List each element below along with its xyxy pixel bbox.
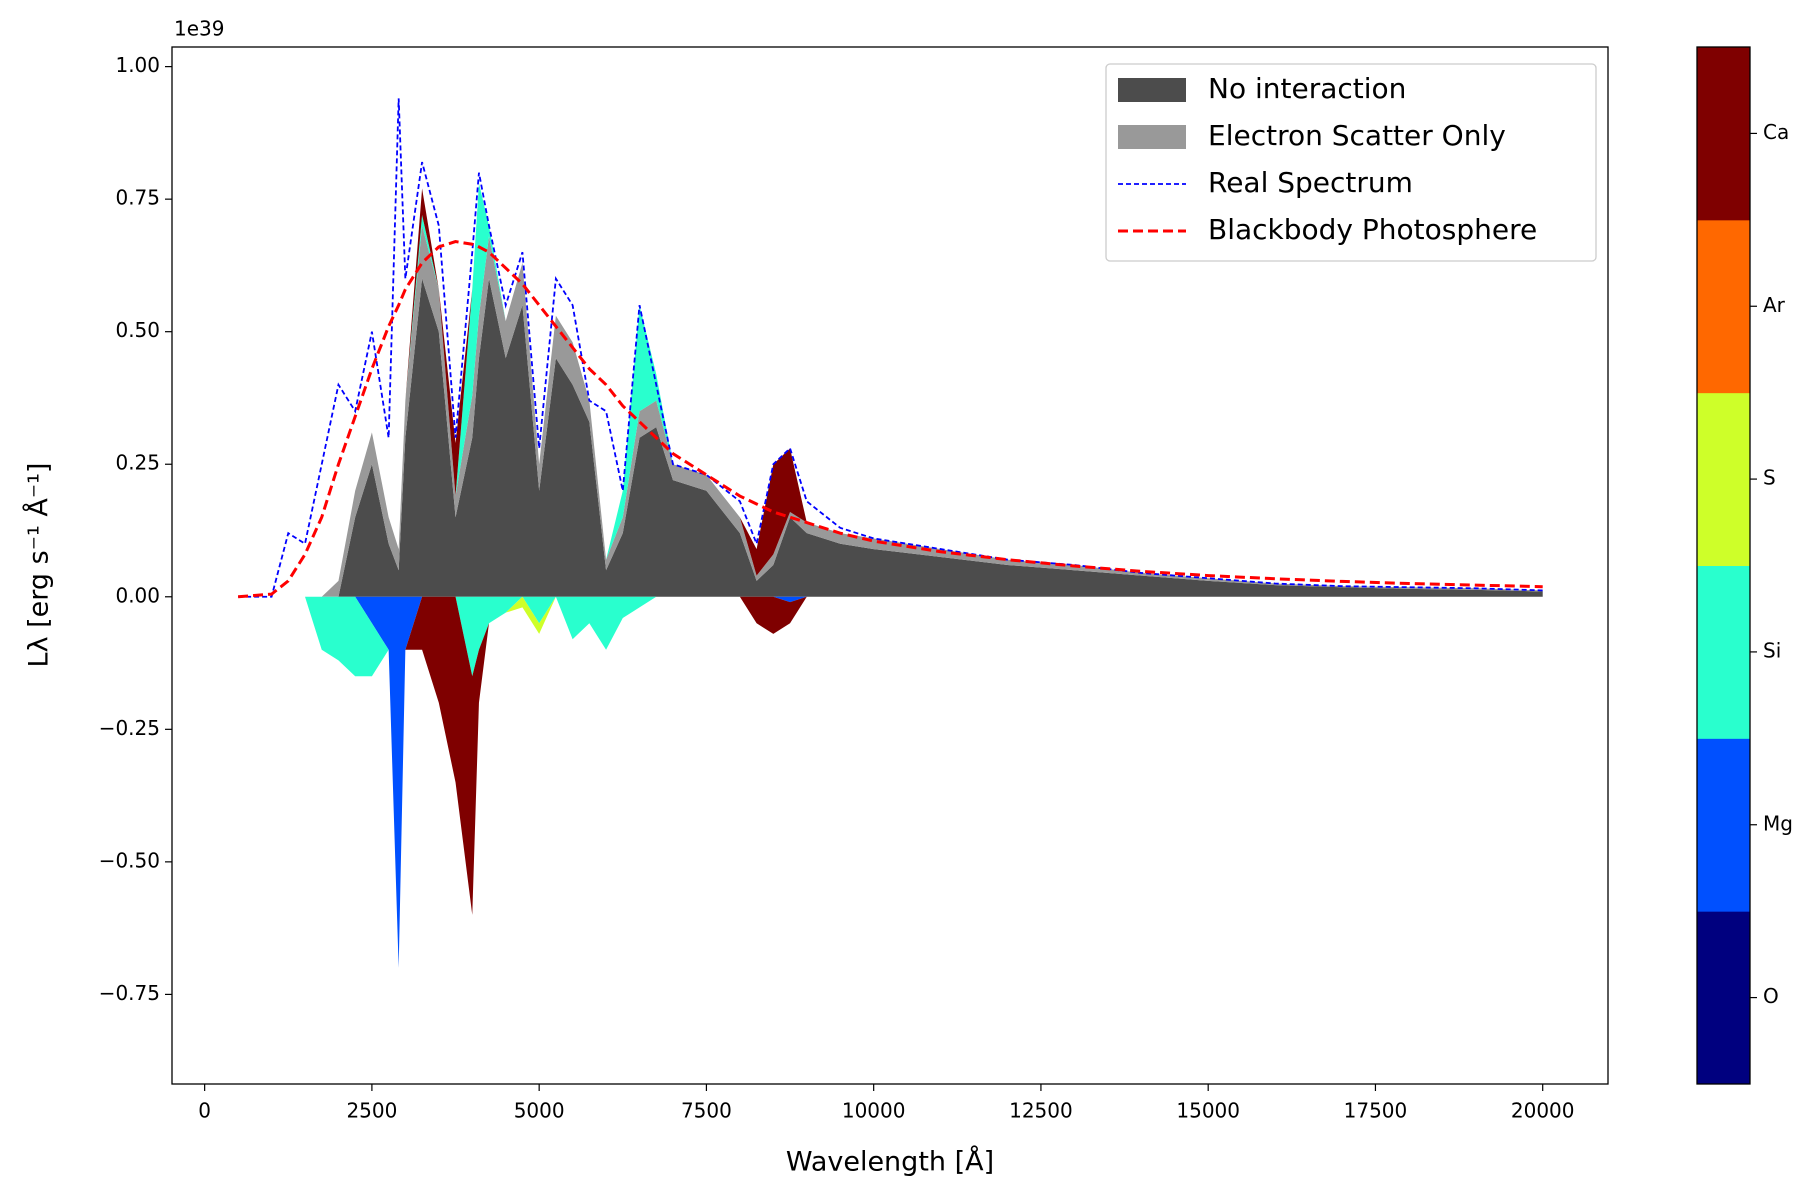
area (238, 278, 1543, 597)
colorbar-segment (1697, 738, 1750, 912)
y-tick-label: 1.00 (115, 53, 160, 77)
colorbar-segment (1697, 219, 1750, 394)
y-tick-label: −0.25 (99, 716, 160, 740)
plot-frame (171, 46, 1609, 1085)
x-tick-label: 5000 (514, 1099, 565, 1123)
legend-swatch (1118, 78, 1186, 102)
colorbar-label: Ar (1763, 293, 1786, 317)
colorbar-segment (1697, 47, 1750, 221)
x-tick-label: 12500 (1009, 1099, 1073, 1123)
y-axis-label: Lλ [erg s⁻¹ Å⁻¹] (23, 463, 55, 668)
line (237, 240, 1543, 599)
legend-label: Electron Scatter Only (1208, 119, 1506, 152)
plot-area (237, 98, 1543, 968)
y-tick-label: 0.75 (115, 186, 160, 210)
y-tick-label: 0.50 (115, 318, 160, 342)
absorption-area (238, 596, 1543, 968)
legend-swatch (1118, 125, 1186, 149)
colorbar-segment (1697, 565, 1750, 739)
colorbar-label: Si (1763, 638, 1781, 662)
colorbar-segment (1697, 392, 1750, 566)
absorption-area (238, 596, 1543, 968)
colorbar-label: Mg (1763, 811, 1793, 835)
legend-box (1105, 63, 1597, 262)
legend-label: Real Spectrum (1208, 166, 1413, 199)
x-tick-label: 0 (198, 1099, 211, 1123)
y-tick-label: 0.00 (115, 583, 160, 607)
y-tick-label: −0.75 (99, 981, 160, 1005)
legend-label: Blackbody Photosphere (1208, 213, 1537, 246)
x-tick-label: 20000 (1511, 1099, 1575, 1123)
colorbar-label: S (1763, 466, 1776, 490)
y-offset-label: 1e39 (174, 17, 224, 41)
colorbar-frame (1696, 46, 1751, 1085)
y-tick-label: 0.25 (115, 451, 160, 475)
x-tick-label: 10000 (842, 1099, 906, 1123)
colorbar-label: Ca (1763, 120, 1789, 144)
y-tick-label: −0.50 (99, 848, 160, 872)
x-tick-label: 15000 (1176, 1099, 1240, 1123)
line (238, 98, 1543, 598)
x-tick-label: 17500 (1344, 1099, 1408, 1123)
x-tick-label: 7500 (681, 1099, 732, 1123)
colorbar-segment (1697, 911, 1750, 1085)
x-axis-label: Wavelength [Å] (786, 1146, 994, 1178)
x-tick-label: 2500 (346, 1099, 397, 1123)
legend-label: No interaction (1208, 72, 1406, 105)
colorbar-label: O (1763, 984, 1779, 1008)
